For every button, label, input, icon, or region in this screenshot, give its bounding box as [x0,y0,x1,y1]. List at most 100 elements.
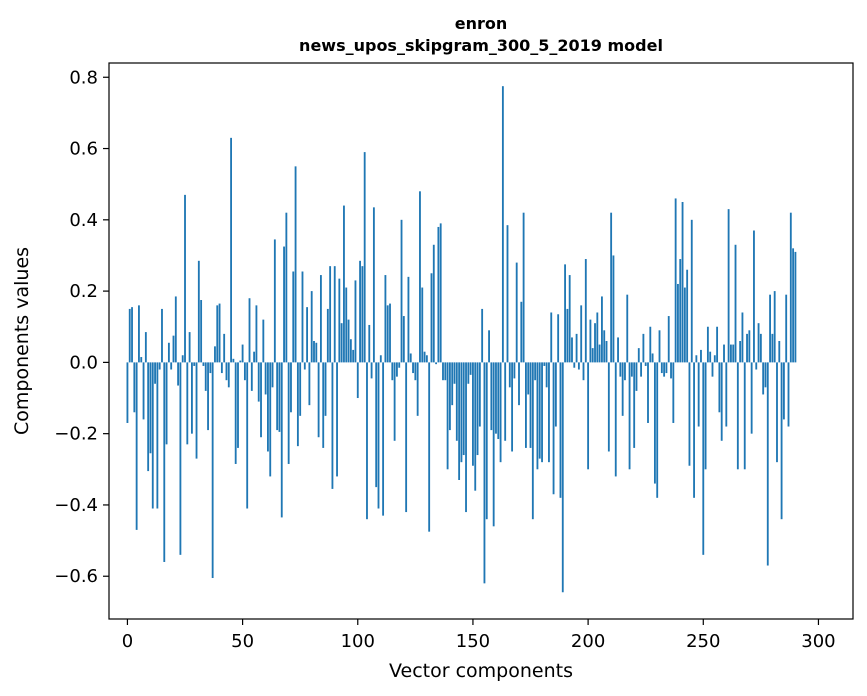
bar [746,333,748,363]
bar [372,207,375,363]
bar [492,362,495,527]
bar [451,362,454,406]
bar [352,349,355,363]
bar [308,362,311,406]
bar [525,362,527,448]
bar [720,362,723,441]
bar [209,362,212,374]
bar [184,194,186,363]
bar [474,362,477,491]
bar [580,305,583,363]
bar [393,362,396,441]
bar [435,362,437,365]
bar [154,362,156,384]
bar [651,353,654,363]
bar [267,362,269,452]
bar [499,362,502,463]
bar [518,362,520,406]
x-axis-label: Vector components [389,660,573,682]
bar [220,362,223,374]
bar [271,362,274,388]
bar [317,362,320,438]
bar [598,344,601,363]
bar [755,362,758,370]
y-tick-label: 0.6 [69,139,98,160]
bar [126,362,129,423]
bar [561,362,564,593]
bar [658,330,661,363]
bar [260,362,262,438]
bar [338,278,341,363]
bar [290,362,292,413]
bar [151,362,154,509]
bar [225,362,228,381]
bar [128,308,131,363]
bar [780,362,783,520]
bar [573,362,576,368]
bar [285,212,288,363]
bar [527,362,530,395]
y-axis-ticks: −0.6 −0.4 −0.2 0.0 0.2 0.4 0.6 0.8 [54,67,109,587]
bar [324,362,327,416]
bar [481,308,484,363]
bar [419,191,421,363]
bar [495,362,497,434]
bar [368,324,371,363]
y-axis-label: Components values [11,247,33,435]
bar [739,341,742,363]
bar [326,308,329,363]
bar [628,362,631,470]
bar [782,362,785,420]
x-tick-label: 50 [231,631,254,652]
bar [386,305,389,363]
bar [543,362,546,366]
bar [716,326,719,363]
bar [296,362,299,447]
bar [686,269,689,363]
bar [753,230,755,363]
bar [343,205,345,363]
bar [617,337,619,363]
bar [133,362,136,413]
bar [626,294,629,363]
bar [630,362,633,377]
bar [545,362,548,388]
bar [428,362,431,532]
x-tick-label: 0 [122,631,133,652]
bar [216,305,219,363]
bar [255,305,258,363]
bar [202,362,205,366]
bar [700,349,702,363]
bar [534,362,537,381]
bar [273,239,276,363]
bar [416,362,419,416]
bar [677,283,679,363]
y-tick-label: 0.4 [69,210,98,231]
bar [589,319,592,363]
bar [478,362,481,427]
bar [612,255,615,363]
bar [773,291,776,363]
chart-subtitle: news_upos_skipgram_300_5_2019 model [299,36,663,55]
bar [333,266,336,363]
bar [345,287,348,363]
bar [188,332,191,363]
bar [142,362,145,420]
bar [359,260,361,363]
bar [214,346,216,363]
bar [778,341,781,363]
bar [467,362,470,384]
plot-frame [108,62,854,620]
bar [584,259,587,363]
bar [389,303,391,363]
bar [663,362,666,377]
bar [179,362,182,555]
bar [349,339,352,363]
bar [776,362,778,463]
bar [564,264,566,363]
bar [730,344,732,363]
bar [619,362,622,377]
bar [442,362,444,381]
bar [693,362,695,498]
bar [448,362,451,431]
